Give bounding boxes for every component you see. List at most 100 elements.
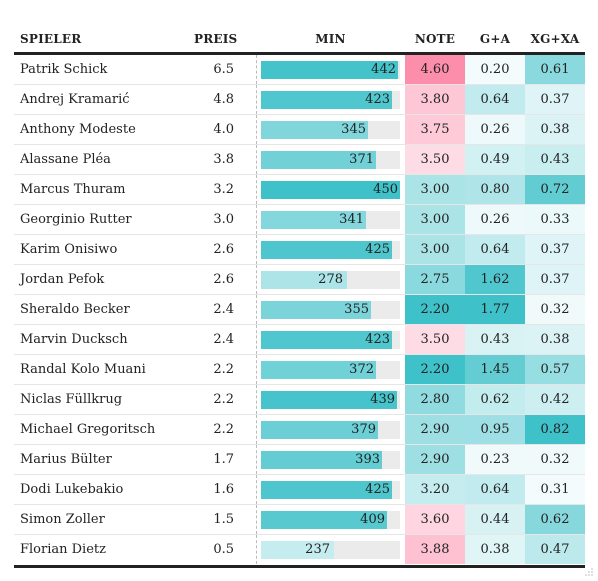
minutes-bar <box>261 241 392 259</box>
minutes-bar <box>261 451 382 469</box>
player-name: Jordan Pefok <box>20 272 105 287</box>
column-divider <box>256 265 257 294</box>
goals-assists-cell: 1.77 <box>465 295 525 324</box>
player-name: Georginio Rutter <box>20 212 132 227</box>
header-note: NOTE <box>414 32 456 46</box>
note-cell: 3.00 <box>405 175 465 204</box>
minutes-value: 372 <box>349 362 374 377</box>
note-cell: 3.00 <box>405 235 465 264</box>
xg-xa-cell: 0.61 <box>525 55 585 84</box>
table-row: Niclas Füllkrug 2.2 439 2.80 0.62 0.42 <box>14 385 585 415</box>
player-price: 4.8 <box>213 92 234 107</box>
xg-xa-cell: 0.32 <box>525 295 585 324</box>
minutes-bar-track: 423 <box>261 331 400 349</box>
minutes-bar <box>261 121 368 139</box>
player-name: Dodi Lukebakio <box>20 482 124 497</box>
minutes-value: 237 <box>305 542 330 557</box>
player-price: 6.5 <box>213 62 234 77</box>
table-row: Georginio Rutter 3.0 341 3.00 0.26 0.33 <box>14 205 585 235</box>
minutes-value: 409 <box>360 512 385 527</box>
column-divider <box>256 175 257 204</box>
minutes-bar-track: 345 <box>261 121 400 139</box>
player-price: 2.4 <box>213 302 234 317</box>
table-row: Marvin Ducksch 2.4 423 3.50 0.43 0.38 <box>14 325 585 355</box>
goals-assists-cell: 0.95 <box>465 415 525 444</box>
note-cell: 2.90 <box>405 415 465 444</box>
minutes-value: 355 <box>344 302 369 317</box>
header-min: MIN <box>315 32 346 46</box>
table-row: Dodi Lukebakio 1.6 425 3.20 0.64 0.31 <box>14 475 585 505</box>
note-cell: 4.60 <box>405 55 465 84</box>
minutes-value: 450 <box>373 182 398 197</box>
minutes-bar <box>261 541 334 559</box>
table-row: Randal Kolo Muani 2.2 372 2.20 1.45 0.57 <box>14 355 585 385</box>
note-cell: 2.80 <box>405 385 465 414</box>
column-divider <box>256 85 257 114</box>
xg-xa-cell: 0.82 <box>525 415 585 444</box>
column-divider <box>256 445 257 474</box>
player-price: 2.2 <box>213 392 234 407</box>
player-name: Patrik Schick <box>20 62 108 77</box>
player-name: Marius Bülter <box>20 452 112 467</box>
minutes-bar-track: 341 <box>261 211 400 229</box>
note-cell: 2.20 <box>405 295 465 324</box>
minutes-bar-track: 372 <box>261 361 400 379</box>
player-name: Michael Gregoritsch <box>20 422 156 437</box>
note-cell: 3.20 <box>405 475 465 504</box>
xg-xa-cell: 0.72 <box>525 175 585 204</box>
player-price: 1.7 <box>213 452 234 467</box>
minutes-bar <box>261 151 376 169</box>
player-price: 3.2 <box>213 182 234 197</box>
xg-xa-cell: 0.42 <box>525 385 585 414</box>
table-row: Simon Zoller 1.5 409 3.60 0.44 0.62 <box>14 505 585 535</box>
player-name: Karim Onisiwo <box>20 242 118 257</box>
goals-assists-cell: 0.43 <box>465 325 525 354</box>
minutes-bar <box>261 91 392 109</box>
minutes-bar <box>261 61 398 79</box>
xg-xa-cell: 0.47 <box>525 535 585 564</box>
minutes-bar-track: 425 <box>261 241 400 259</box>
player-name: Anthony Modeste <box>20 122 136 137</box>
minutes-value: 278 <box>318 272 343 287</box>
xg-xa-cell: 0.62 <box>525 505 585 534</box>
minutes-bar-track: 425 <box>261 481 400 499</box>
minutes-value: 345 <box>341 122 366 137</box>
player-price: 2.4 <box>213 332 234 347</box>
player-price: 2.6 <box>213 242 234 257</box>
player-price: 2.2 <box>213 422 234 437</box>
player-name: Alassane Pléa <box>20 152 111 167</box>
goals-assists-cell: 0.64 <box>465 235 525 264</box>
player-price: 3.8 <box>213 152 234 167</box>
goals-assists-cell: 0.49 <box>465 145 525 174</box>
goals-assists-cell: 0.80 <box>465 175 525 204</box>
player-name: Andrej Kramarić <box>20 92 130 107</box>
table-row: Anthony Modeste 4.0 345 3.75 0.26 0.38 <box>14 115 585 145</box>
xg-xa-cell: 0.32 <box>525 445 585 474</box>
table-row: Andrej Kramarić 4.8 423 3.80 0.64 0.37 <box>14 85 585 115</box>
minutes-bar <box>261 331 392 349</box>
minutes-bar <box>261 481 392 499</box>
minutes-bar <box>261 271 347 289</box>
note-cell: 2.90 <box>405 445 465 474</box>
table-row: Sheraldo Becker 2.4 355 2.20 1.77 0.32 <box>14 295 585 325</box>
column-divider <box>256 205 257 234</box>
note-cell: 3.80 <box>405 85 465 114</box>
table-row: Marius Bülter 1.7 393 2.90 0.23 0.32 <box>14 445 585 475</box>
minutes-bar-track: 278 <box>261 271 400 289</box>
goals-assists-cell: 0.38 <box>465 535 525 564</box>
column-divider <box>256 55 257 84</box>
minutes-bar <box>261 421 378 439</box>
column-divider <box>256 325 257 354</box>
minutes-bar <box>261 181 400 199</box>
xg-xa-cell: 0.38 <box>525 115 585 144</box>
minutes-value: 423 <box>365 332 390 347</box>
player-name: Marvin Ducksch <box>20 332 128 347</box>
table-header: SPIELER PREIS MIN NOTE G+A XG+XA <box>14 22 585 55</box>
xg-xa-cell: 0.57 <box>525 355 585 384</box>
minutes-bar-track: 439 <box>261 391 400 409</box>
note-cell: 3.00 <box>405 205 465 234</box>
column-divider <box>256 475 257 504</box>
column-divider <box>256 295 257 324</box>
table-row: Florian Dietz 0.5 237 3.88 0.38 0.47 <box>14 535 585 564</box>
table-row: Karim Onisiwo 2.6 425 3.00 0.64 0.37 <box>14 235 585 265</box>
